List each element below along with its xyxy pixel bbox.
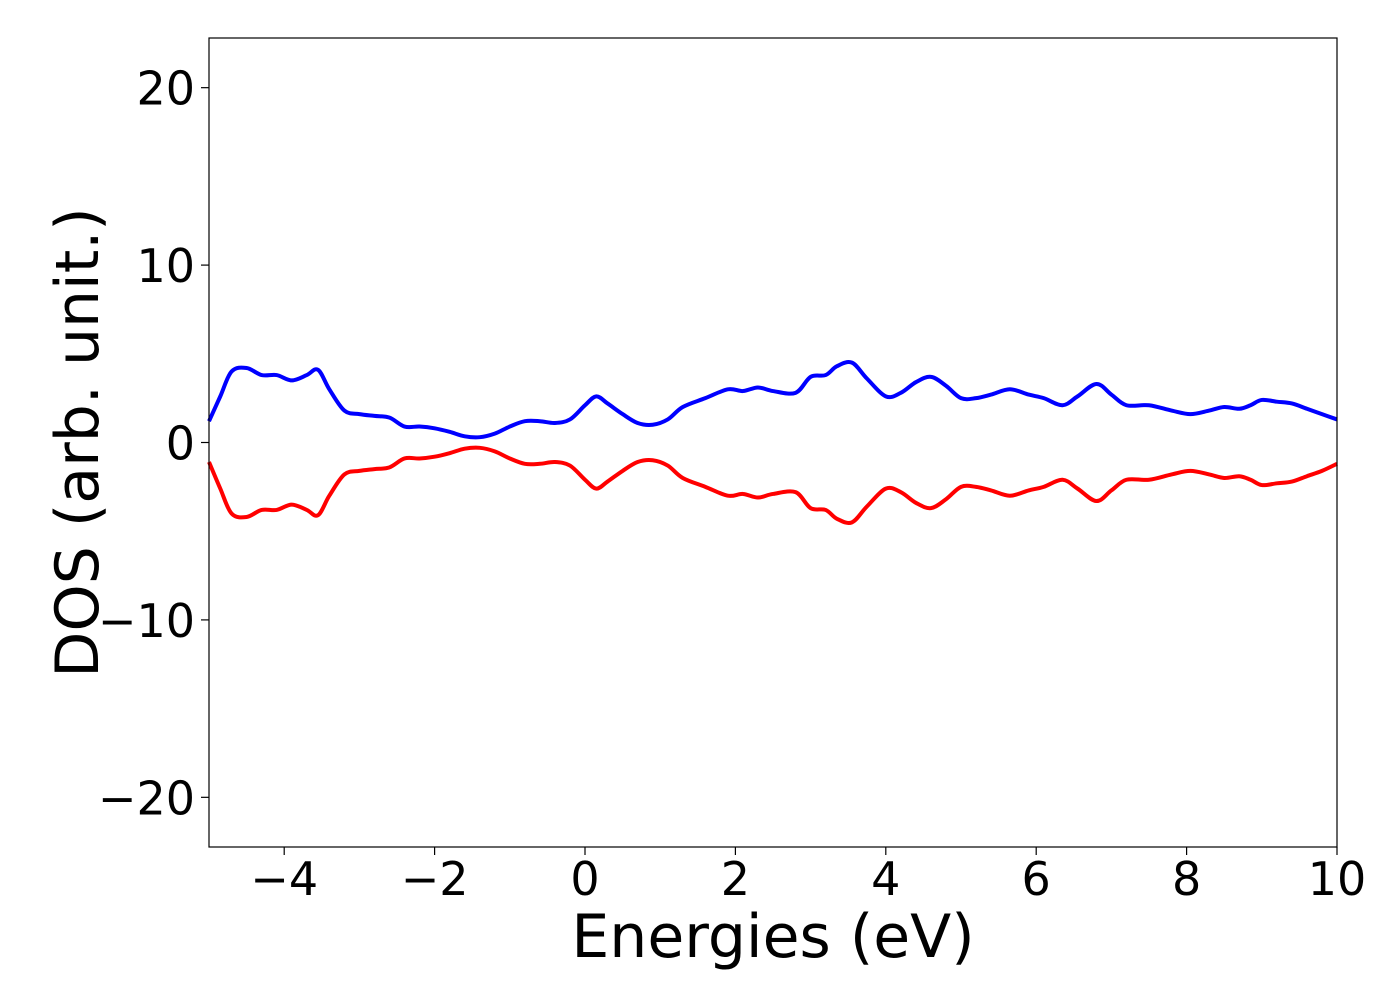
x-tick-label: 6 (1022, 852, 1051, 906)
x-axis: −4 −2 0 2 4 6 8 10 (250, 847, 1366, 906)
series-layer (207, 360, 1338, 525)
dos-series-line-blue (207, 360, 1338, 440)
y-tick-label: 10 (136, 239, 195, 293)
x-tick-label: 2 (721, 852, 750, 906)
dos-series-line-red (207, 445, 1338, 525)
y-tick-label: −20 (98, 771, 195, 825)
y-axis-title: DOS (arb. unit.) (43, 207, 113, 677)
y-tick-label: 20 (136, 62, 195, 116)
y-axis: −20 −10 0 10 20 (98, 62, 209, 825)
x-tick-label: −4 (250, 852, 318, 906)
plot-frame (208, 37, 1338, 848)
y-tick-label: 0 (166, 417, 195, 471)
x-axis-title: Energies (eV) (571, 902, 974, 972)
x-tick-label: −2 (401, 852, 469, 906)
y-tick-label: −10 (98, 594, 195, 648)
x-tick-label: 10 (1308, 852, 1367, 906)
x-tick-label: 0 (570, 852, 599, 906)
x-tick-label: 8 (1172, 852, 1201, 906)
x-tick-label: 4 (871, 852, 900, 906)
